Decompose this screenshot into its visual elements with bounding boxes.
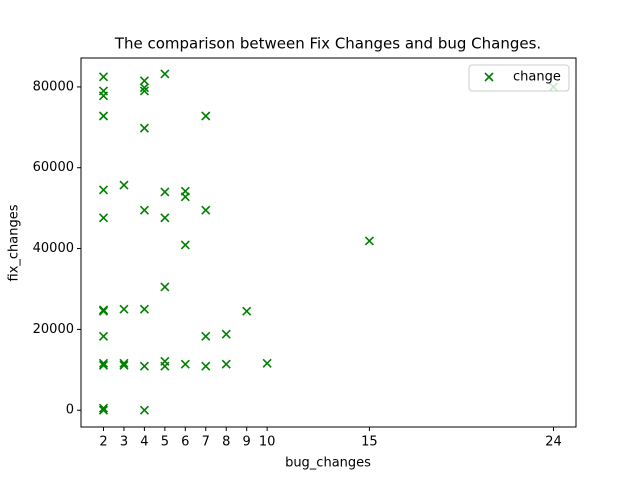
point	[262, 358, 272, 368]
x-tick-label: 10	[259, 435, 276, 450]
point	[221, 359, 231, 369]
legend-box	[468, 64, 570, 92]
point	[98, 185, 109, 195]
point	[180, 359, 190, 369]
legend-label: change	[513, 70, 561, 85]
point	[201, 361, 211, 371]
y-tick-label: 20000	[33, 322, 74, 337]
point	[139, 205, 149, 215]
point	[98, 72, 109, 82]
point	[98, 305, 109, 315]
point	[201, 331, 211, 341]
point	[98, 403, 109, 413]
point	[139, 361, 149, 371]
point	[139, 76, 149, 86]
point	[98, 91, 109, 101]
point	[242, 306, 252, 316]
legend-marker	[484, 72, 494, 82]
x-tick-label: 2	[99, 435, 107, 450]
x-axis-label: bug_changes	[285, 456, 371, 471]
legend: change	[468, 64, 570, 92]
point	[98, 213, 109, 223]
point	[98, 405, 109, 415]
point	[119, 360, 129, 370]
x-tick-label: 9	[243, 435, 251, 450]
point	[221, 329, 231, 339]
x-tick-label: 7	[202, 435, 210, 450]
chart-title: The comparison between Fix Changes and b…	[114, 35, 541, 53]
y-axis-label: fix_changes	[7, 204, 22, 281]
point	[180, 192, 190, 202]
point	[119, 358, 129, 368]
point	[160, 69, 170, 79]
point	[98, 111, 109, 121]
point	[364, 236, 374, 246]
plot-area	[80, 57, 577, 428]
point	[139, 304, 149, 314]
point	[98, 358, 109, 368]
point	[201, 111, 211, 121]
x-tick-label: 15	[361, 435, 378, 450]
point	[98, 331, 109, 341]
point	[160, 187, 170, 197]
x-tick-label: 24	[545, 435, 562, 450]
x-tick-label: 6	[181, 435, 189, 450]
x-tick-label: 4	[140, 435, 148, 450]
point	[98, 360, 109, 370]
point	[139, 83, 149, 93]
point	[139, 123, 149, 133]
y-tick-label: 80000	[33, 79, 74, 94]
x-tick-label: 5	[161, 435, 169, 450]
y-tick-label: 40000	[33, 241, 74, 256]
point	[119, 180, 129, 190]
point	[180, 240, 190, 250]
point	[160, 213, 170, 223]
point	[139, 86, 149, 96]
point	[98, 306, 109, 316]
x-tick-label: 3	[120, 435, 128, 450]
point	[160, 282, 170, 292]
x-tick-label: 8	[222, 435, 230, 450]
point	[119, 304, 129, 314]
point	[139, 405, 149, 415]
point	[201, 205, 211, 215]
point	[160, 361, 170, 371]
y-tick-label: 0	[66, 403, 74, 418]
y-tick-label: 60000	[33, 160, 74, 175]
